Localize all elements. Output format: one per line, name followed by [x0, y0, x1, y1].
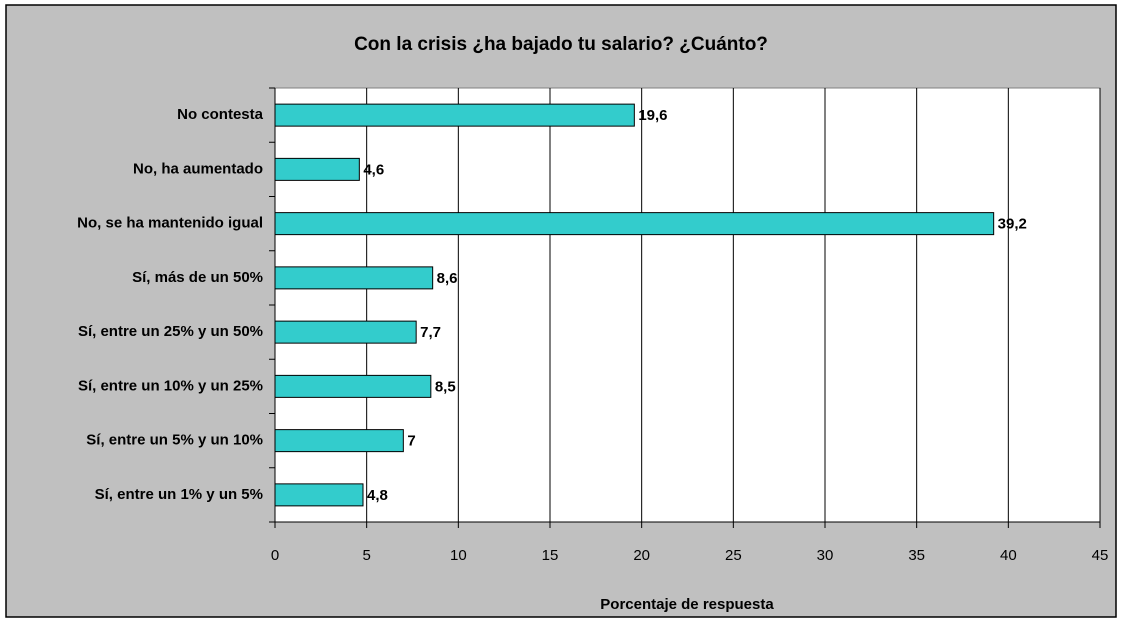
bar: [274, 103, 635, 127]
data-label: 7,7: [420, 324, 441, 341]
data-label: 4,6: [363, 161, 384, 178]
x-tick-label: 35: [908, 547, 925, 564]
x-tick-label: 5: [362, 547, 370, 564]
y-tick-label: Sí, entre un 5% y un 10%: [86, 432, 263, 449]
x-axis-title: Porcentaje de respuesta: [600, 596, 774, 613]
x-tick-label: 40: [1000, 547, 1017, 564]
bar: [274, 266, 434, 290]
bar: [274, 157, 360, 181]
x-tick-label: 30: [817, 547, 834, 564]
data-label: 8,5: [435, 378, 456, 395]
y-tick-label: Sí, entre un 1% y un 5%: [95, 486, 263, 503]
y-tick-label: Sí, más de un 50%: [132, 269, 263, 286]
bar: [274, 212, 995, 236]
x-tick-label: 0: [271, 547, 279, 564]
bar: [274, 483, 364, 507]
bar: [274, 320, 417, 344]
x-tick-label: 20: [633, 547, 650, 564]
x-tick-label: 10: [450, 547, 467, 564]
x-tick-label: 15: [542, 547, 559, 564]
bar: [274, 374, 432, 398]
chart-title: Con la crisis ¿ha bajado tu salario? ¿Cu…: [354, 34, 768, 55]
data-label: 19,6: [638, 107, 667, 124]
y-tick-label: No, se ha mantenido igual: [77, 215, 263, 232]
data-label: 39,2: [998, 216, 1027, 233]
data-label: 8,6: [437, 270, 458, 287]
data-label: 7: [407, 433, 415, 450]
x-tick-label: 25: [725, 547, 742, 564]
y-tick-label: Sí, entre un 25% y un 50%: [78, 323, 263, 340]
x-tick-label: 45: [1092, 547, 1109, 564]
bar: [274, 429, 404, 453]
data-label: 4,8: [367, 487, 388, 504]
y-tick-label: No contesta: [177, 106, 264, 123]
plot-area: [274, 87, 1101, 523]
y-tick-label: No, ha aumentado: [133, 160, 263, 177]
y-tick-label: Sí, entre un 10% y un 25%: [78, 377, 263, 394]
